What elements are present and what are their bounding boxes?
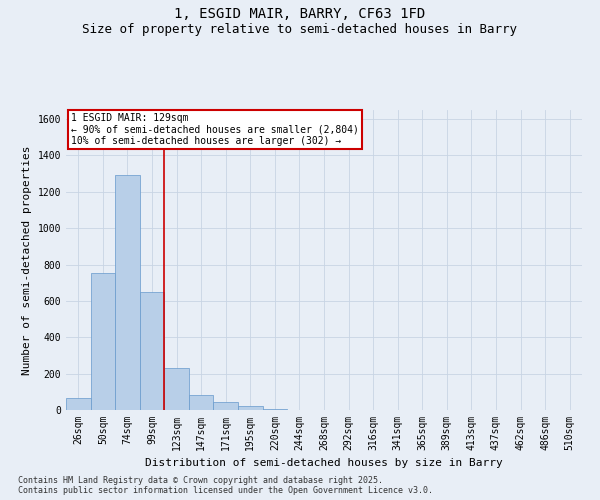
Bar [91, 272, 115, 410]
Bar [263, 408, 287, 410]
X-axis label: Distribution of semi-detached houses by size in Barry: Distribution of semi-detached houses by … [145, 458, 503, 468]
Bar [115, 176, 140, 410]
Bar [164, 368, 189, 410]
Text: 1, ESGID MAIR, BARRY, CF63 1FD: 1, ESGID MAIR, BARRY, CF63 1FD [175, 8, 425, 22]
Text: Size of property relative to semi-detached houses in Barry: Size of property relative to semi-detach… [83, 22, 517, 36]
Y-axis label: Number of semi-detached properties: Number of semi-detached properties [22, 145, 32, 375]
Bar [238, 406, 263, 410]
Text: Contains HM Land Registry data © Crown copyright and database right 2025.
Contai: Contains HM Land Registry data © Crown c… [18, 476, 433, 495]
Text: 1 ESGID MAIR: 129sqm
← 90% of semi-detached houses are smaller (2,804)
10% of se: 1 ESGID MAIR: 129sqm ← 90% of semi-detac… [71, 113, 359, 146]
Bar [66, 398, 91, 410]
Bar [189, 394, 214, 410]
Bar [214, 402, 238, 410]
Bar [140, 292, 164, 410]
